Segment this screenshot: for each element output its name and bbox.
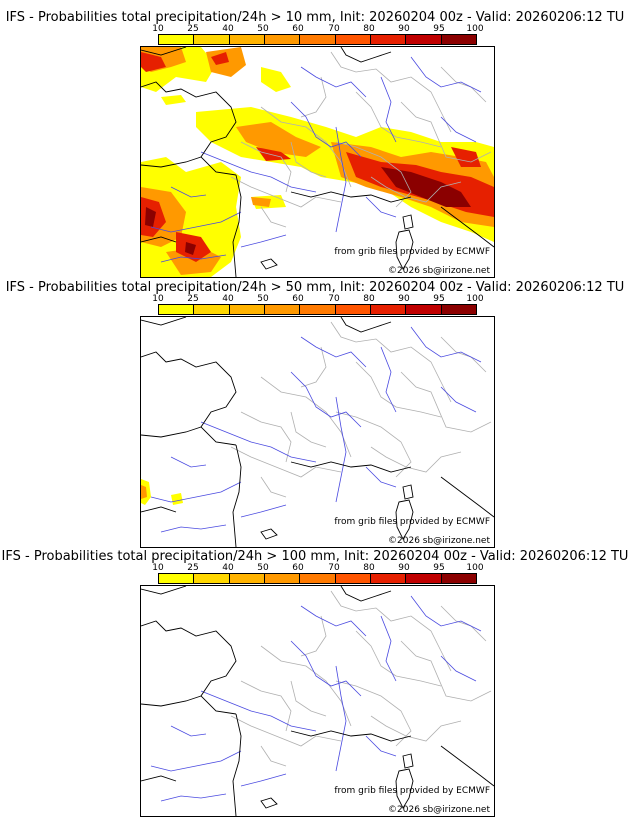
precip-panel-100mm: IFS - Probabilities total precipitation/… bbox=[0, 549, 630, 819]
colorbar-tick: 80 bbox=[363, 24, 375, 34]
copyright-credit: ©2026 sb@irizone.net bbox=[388, 536, 490, 546]
source-credit: from grib files provided by ECMWF bbox=[334, 517, 490, 527]
colorbar-swatch bbox=[300, 35, 336, 44]
colorbar-tick: 80 bbox=[363, 563, 375, 573]
colorbar-swatch bbox=[441, 35, 476, 44]
colorbar-swatch bbox=[300, 305, 336, 314]
colorbar-tick: 10 bbox=[152, 294, 164, 304]
panel-title: IFS - Probabilities total precipitation/… bbox=[5, 280, 625, 295]
copyright-credit: ©2026 sb@irizone.net bbox=[388, 805, 490, 815]
colorbar-tick: 100 bbox=[466, 563, 484, 573]
colorbar-swatch bbox=[194, 574, 230, 583]
colorbar-swatch bbox=[229, 35, 265, 44]
colorbar-swatch bbox=[335, 305, 371, 314]
colorbar-tick: 25 bbox=[187, 24, 199, 34]
panel-title: IFS - Probabilities total precipitation/… bbox=[1, 549, 629, 564]
colorbar-tick: 10 bbox=[152, 563, 164, 573]
colorbar-tick: 90 bbox=[398, 24, 410, 34]
colorbar-swatch bbox=[335, 35, 371, 44]
colorbar-swatch bbox=[194, 305, 230, 314]
source-credit: from grib files provided by ECMWF bbox=[334, 247, 490, 257]
colorbar-tick: 25 bbox=[187, 563, 199, 573]
colorbar-swatch bbox=[229, 574, 265, 583]
colorbar-swatch bbox=[370, 305, 407, 314]
colorbar-tick: 95 bbox=[433, 24, 445, 34]
map-canvas: from grib files provided by ECMWF ©2026 … bbox=[141, 47, 494, 277]
colorbar-tick-labels: 10 25 40 50 60 70 80 90 95 100 bbox=[152, 24, 483, 34]
colorbar-tick: 10 bbox=[152, 24, 164, 34]
colorbar-swatch bbox=[441, 574, 476, 583]
precip-panel-50mm: IFS - Probabilities total precipitation/… bbox=[0, 280, 630, 550]
colorbar-tick: 100 bbox=[466, 294, 484, 304]
colorbar-tick: 50 bbox=[257, 294, 269, 304]
colorbar bbox=[158, 34, 477, 45]
colorbar-swatch bbox=[194, 35, 230, 44]
colorbar-tick: 80 bbox=[363, 294, 375, 304]
colorbar-tick: 25 bbox=[187, 294, 199, 304]
colorbar-swatch bbox=[159, 305, 195, 314]
colorbar-swatch bbox=[300, 574, 336, 583]
probability-map: from grib files provided by ECMWF ©2026 … bbox=[140, 316, 495, 548]
colorbar-tick: 60 bbox=[292, 563, 304, 573]
colorbar-tick-labels: 10 25 40 50 60 70 80 90 95 100 bbox=[152, 294, 483, 304]
colorbar-tick: 40 bbox=[222, 24, 234, 34]
colorbar-tick-labels: 10 25 40 50 60 70 80 90 95 100 bbox=[152, 563, 483, 573]
colorbar bbox=[158, 304, 477, 315]
colorbar-swatch bbox=[406, 305, 442, 314]
colorbar-tick: 40 bbox=[222, 563, 234, 573]
colorbar-tick: 60 bbox=[292, 294, 304, 304]
colorbar-tick: 90 bbox=[398, 294, 410, 304]
probability-map: from grib files provided by ECMWF ©2026 … bbox=[140, 46, 495, 278]
colorbar-tick: 70 bbox=[328, 24, 340, 34]
precip-field-mid bbox=[141, 485, 147, 499]
colorbar-tick: 60 bbox=[292, 24, 304, 34]
colorbar-swatch bbox=[406, 574, 442, 583]
colorbar-tick: 70 bbox=[328, 294, 340, 304]
copyright-credit: ©2026 sb@irizone.net bbox=[388, 266, 490, 276]
map-canvas: from grib files provided by ECMWF ©2026 … bbox=[141, 586, 494, 816]
colorbar-swatch bbox=[159, 35, 195, 44]
colorbar-swatch bbox=[264, 574, 301, 583]
colorbar-tick: 70 bbox=[328, 563, 340, 573]
colorbar-tick: 100 bbox=[466, 24, 484, 34]
colorbar-swatch bbox=[441, 305, 476, 314]
colorbar-tick: 40 bbox=[222, 294, 234, 304]
colorbar-tick: 50 bbox=[257, 24, 269, 34]
colorbar-swatch bbox=[370, 574, 407, 583]
colorbar-tick: 50 bbox=[257, 563, 269, 573]
colorbar-tick: 95 bbox=[433, 563, 445, 573]
colorbar-swatch bbox=[335, 574, 371, 583]
colorbar-swatch bbox=[264, 305, 301, 314]
colorbar-swatch bbox=[406, 35, 442, 44]
colorbar-tick: 90 bbox=[398, 563, 410, 573]
colorbar-swatch bbox=[370, 35, 407, 44]
map-canvas: from grib files provided by ECMWF ©2026 … bbox=[141, 317, 494, 547]
probability-map: from grib files provided by ECMWF ©2026 … bbox=[140, 585, 495, 817]
panel-title: IFS - Probabilities total precipitation/… bbox=[5, 10, 625, 25]
colorbar-swatch bbox=[264, 35, 301, 44]
colorbar-swatch bbox=[229, 305, 265, 314]
colorbar bbox=[158, 573, 477, 584]
precip-panel-10mm: IFS - Probabilities total precipitation/… bbox=[0, 10, 630, 280]
source-credit: from grib files provided by ECMWF bbox=[334, 786, 490, 796]
colorbar-swatch bbox=[159, 574, 195, 583]
colorbar-tick: 95 bbox=[433, 294, 445, 304]
